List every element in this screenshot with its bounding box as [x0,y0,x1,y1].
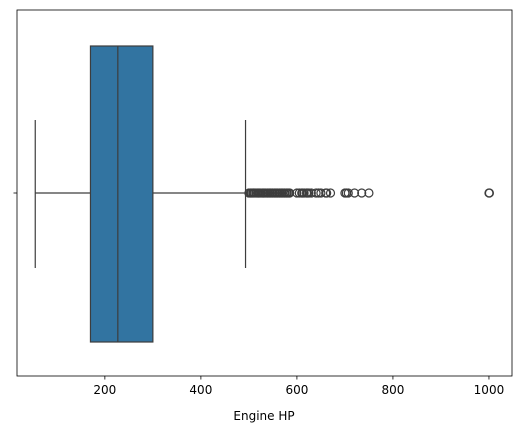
outlier-point [484,188,495,198]
plot-layer [34,45,495,343]
iqr-box [89,45,154,343]
outlier-point [364,188,374,198]
outlier-point [304,188,314,198]
outlier-point [322,188,332,198]
outlier-point [306,188,316,198]
outlier-point [343,188,353,198]
outlier-point [311,188,321,198]
x-tick-label: 1000 [474,383,505,397]
outlier-point [325,188,336,198]
x-tick-label: 800 [381,383,404,397]
x-tick-label: 200 [93,383,116,397]
outlier-point [316,188,326,198]
outlier-point [292,188,302,198]
outlier-point [349,188,360,198]
x-tick-label: 400 [189,383,212,397]
x-axis-ticks: 200 400 600 800 1000 [93,376,504,397]
outlier-point [285,188,295,198]
outlier-point [357,188,367,198]
x-axis-label: Engine HP [233,409,294,423]
outlier-point [299,188,309,198]
x-tick-label: 600 [285,383,308,397]
